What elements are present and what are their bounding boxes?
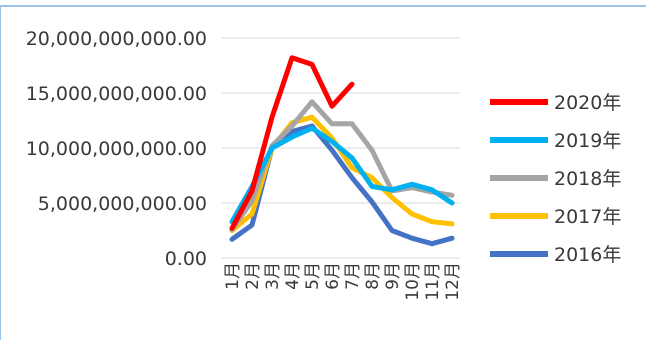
x-tick-label: 11月 xyxy=(423,262,443,301)
data-point xyxy=(351,123,353,125)
data-point xyxy=(371,186,373,187)
x-tick-label: 6月 xyxy=(323,262,343,290)
x-tick-label: 9月 xyxy=(383,262,403,290)
data-point xyxy=(351,167,353,169)
legend-label: 2016年 xyxy=(554,244,621,266)
data-point xyxy=(431,189,433,191)
data-point xyxy=(291,131,293,132)
data-point xyxy=(371,201,373,203)
data-point xyxy=(351,83,353,85)
series-line-2019年 xyxy=(229,125,455,225)
y-tick-label: 5,000,000,000.00 xyxy=(38,193,207,215)
data-point xyxy=(251,190,253,192)
data-point xyxy=(231,227,233,229)
x-tick-label: 4月 xyxy=(283,262,303,290)
series-lines xyxy=(229,55,455,247)
data-point xyxy=(391,197,393,198)
data-point xyxy=(371,177,373,179)
legend-label: 2018年 xyxy=(554,168,621,190)
x-tick-label: 8月 xyxy=(363,262,383,290)
data-point xyxy=(291,57,293,59)
data-point xyxy=(331,123,333,125)
data-point xyxy=(371,149,373,151)
data-point xyxy=(451,194,453,196)
y-axis-ticks: 0.00 5,000,000,000.00 10,000,000,000.00 15,… xyxy=(26,28,207,270)
data-point xyxy=(411,187,413,189)
frame-top-border xyxy=(0,5,646,7)
data-point xyxy=(331,105,333,107)
data-point xyxy=(251,224,253,226)
data-point xyxy=(251,200,253,202)
data-point xyxy=(431,243,433,245)
data-point xyxy=(411,213,413,215)
data-point xyxy=(451,237,453,239)
data-point xyxy=(271,116,273,118)
x-tick-label: 12月 xyxy=(443,262,463,301)
x-tick-label: 5月 xyxy=(303,262,323,290)
data-point xyxy=(331,140,333,142)
x-tick-label: 10月 xyxy=(403,262,423,301)
data-point xyxy=(451,223,453,225)
data-point xyxy=(231,221,233,223)
y-tick-label: 0.00 xyxy=(165,248,207,270)
data-point xyxy=(291,125,293,127)
x-tick-label: 3月 xyxy=(263,262,283,290)
y-tick-label: 20,000,000,000.00 xyxy=(26,28,207,50)
data-point xyxy=(251,213,253,215)
x-tick-label: 1月 xyxy=(223,262,243,290)
data-point xyxy=(231,238,233,240)
data-point xyxy=(271,147,273,149)
data-point xyxy=(411,183,413,185)
data-point xyxy=(291,136,293,138)
data-point xyxy=(331,149,333,151)
data-point xyxy=(411,237,413,239)
data-point xyxy=(311,63,313,65)
y-tick-label: 15,000,000,000.00 xyxy=(26,83,207,105)
frame-left-border xyxy=(0,5,1,340)
data-point xyxy=(451,202,453,204)
data-point xyxy=(311,127,313,129)
data-point xyxy=(351,157,353,159)
x-tick-label: 2月 xyxy=(243,262,263,290)
legend-label: 2019年 xyxy=(554,130,621,152)
data-point xyxy=(431,221,433,223)
legend-label: 2017年 xyxy=(554,206,621,228)
data-point xyxy=(351,177,353,179)
x-axis-ticks: 1月 2月 3月 4月 5月 6月 7月 8月 9月 10月 11月 12月 xyxy=(223,262,463,301)
legend-label: 2020年 xyxy=(554,92,621,114)
x-tick-label: 7月 xyxy=(343,262,363,290)
data-point xyxy=(391,189,393,191)
data-point xyxy=(311,101,313,103)
data-point xyxy=(311,116,313,118)
y-tick-label: 10,000,000,000.00 xyxy=(26,138,207,160)
legend: 2020年 2019年 2018年 2017年 2016年 xyxy=(490,92,621,266)
data-point xyxy=(391,230,393,231)
